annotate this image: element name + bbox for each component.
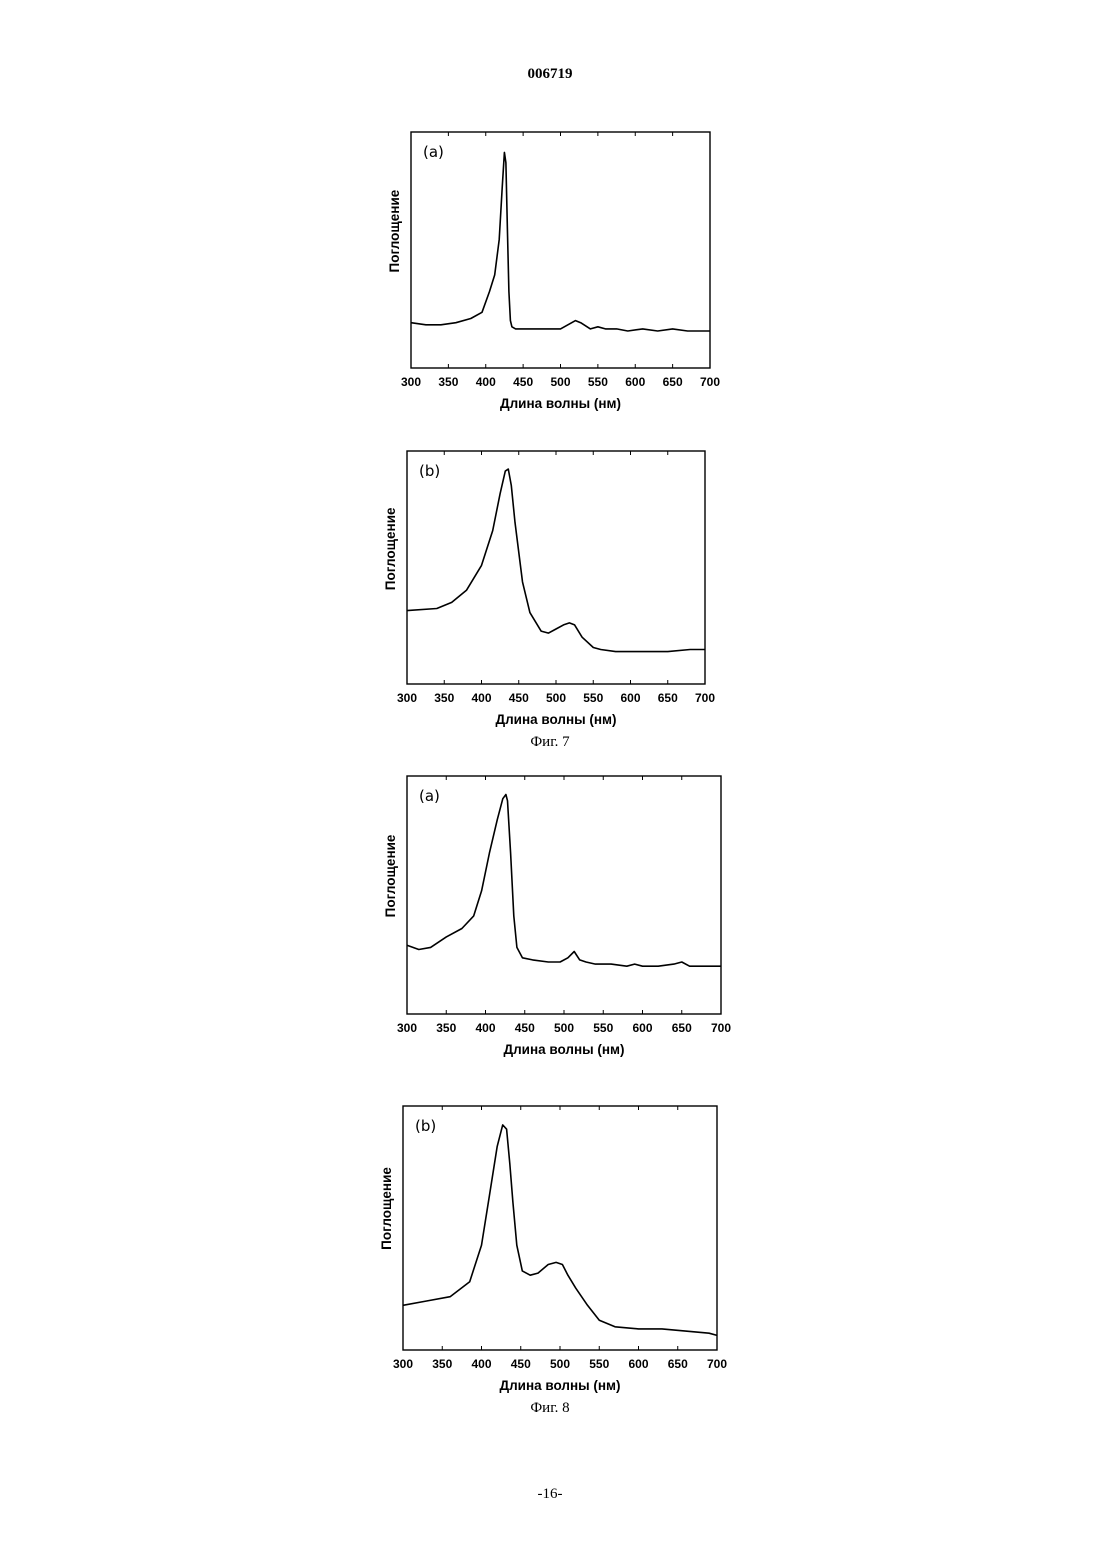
panel-label: (a)	[423, 143, 444, 161]
x-tick-label-450: 450	[511, 1357, 531, 1371]
figure-caption-8: Фиг. 8	[0, 1400, 1100, 1417]
x-tick-label-500: 500	[554, 1021, 574, 1035]
series-line-0	[407, 795, 721, 967]
chart-fig7-b: 300 350 400 450 500 550 600 650 700 Длина волны (…	[0, 430, 1100, 735]
x-tick-label-450: 450	[509, 691, 529, 705]
x-tick-label-600: 600	[632, 1021, 652, 1035]
y-axis-label: Поглощение	[383, 834, 398, 917]
plot-frame	[411, 132, 710, 368]
x-tick-label-500: 500	[550, 375, 570, 389]
x-tick-label-400: 400	[475, 1021, 495, 1035]
x-tick-label-700: 700	[695, 691, 715, 705]
series-line-0	[411, 152, 710, 331]
panel-label: (a)	[419, 787, 440, 805]
x-tick-label-400: 400	[476, 375, 496, 389]
x-tick-label-600: 600	[628, 1357, 648, 1371]
x-tick-label-300: 300	[397, 1021, 417, 1035]
x-tick-label-500: 500	[550, 1357, 570, 1371]
x-tick-label-300: 300	[393, 1357, 413, 1371]
x-tick-label-650: 650	[658, 691, 678, 705]
x-tick-label-400: 400	[471, 691, 491, 705]
y-axis-label: Поглощение	[383, 507, 398, 590]
x-tick-label-650: 650	[668, 1357, 688, 1371]
x-tick-label-350: 350	[432, 1357, 452, 1371]
x-tick-label-500: 500	[546, 691, 566, 705]
x-tick-label-700: 700	[711, 1021, 731, 1035]
x-tick-label-450: 450	[513, 375, 533, 389]
x-tick-label-350: 350	[436, 1021, 456, 1035]
x-axis-label: Длина волны (нм)	[500, 396, 621, 411]
figure-caption-7: Фиг. 7	[0, 734, 1100, 751]
x-tick-label-700: 700	[700, 375, 720, 389]
y-axis-label: Поглощение	[379, 1167, 394, 1250]
x-tick-label-550: 550	[588, 375, 608, 389]
series-line-0	[403, 1125, 717, 1336]
x-tick-label-650: 650	[663, 375, 683, 389]
x-tick-label-700: 700	[707, 1357, 727, 1371]
x-tick-label-450: 450	[515, 1021, 535, 1035]
page-number: -16-	[0, 1486, 1100, 1503]
panel-label: (b)	[415, 1117, 436, 1135]
plot-frame	[407, 776, 721, 1014]
x-axis-label: Длина волны (нм)	[503, 1042, 624, 1057]
series-line-0	[407, 469, 705, 651]
plot-frame	[403, 1106, 717, 1350]
x-tick-label-400: 400	[471, 1357, 491, 1371]
x-axis-label: Длина волны (нм)	[495, 712, 616, 727]
x-tick-label-600: 600	[625, 375, 645, 389]
y-axis-label: Поглощение	[387, 189, 402, 272]
chart-fig7-a: 300 350 400 450 500 550 600 650 700 Длина волны (…	[0, 0, 1100, 430]
x-tick-label-300: 300	[401, 375, 421, 389]
plot-frame	[407, 451, 705, 684]
panel-label: (b)	[419, 462, 440, 480]
x-axis-label: Длина волны (нм)	[499, 1378, 620, 1393]
x-tick-label-300: 300	[397, 691, 417, 705]
x-tick-label-550: 550	[583, 691, 603, 705]
x-tick-label-600: 600	[620, 691, 640, 705]
chart-fig8-a: 300 350 400 450 500 550 600 650 700 Длина волны (…	[0, 760, 1100, 1080]
x-tick-label-350: 350	[434, 691, 454, 705]
x-tick-label-550: 550	[589, 1357, 609, 1371]
x-tick-label-550: 550	[593, 1021, 613, 1035]
chart-fig8-b: 300 350 400 450 500 550 600 650 700 Длина волны (…	[0, 1090, 1100, 1400]
x-tick-label-350: 350	[438, 375, 458, 389]
x-tick-label-650: 650	[672, 1021, 692, 1035]
